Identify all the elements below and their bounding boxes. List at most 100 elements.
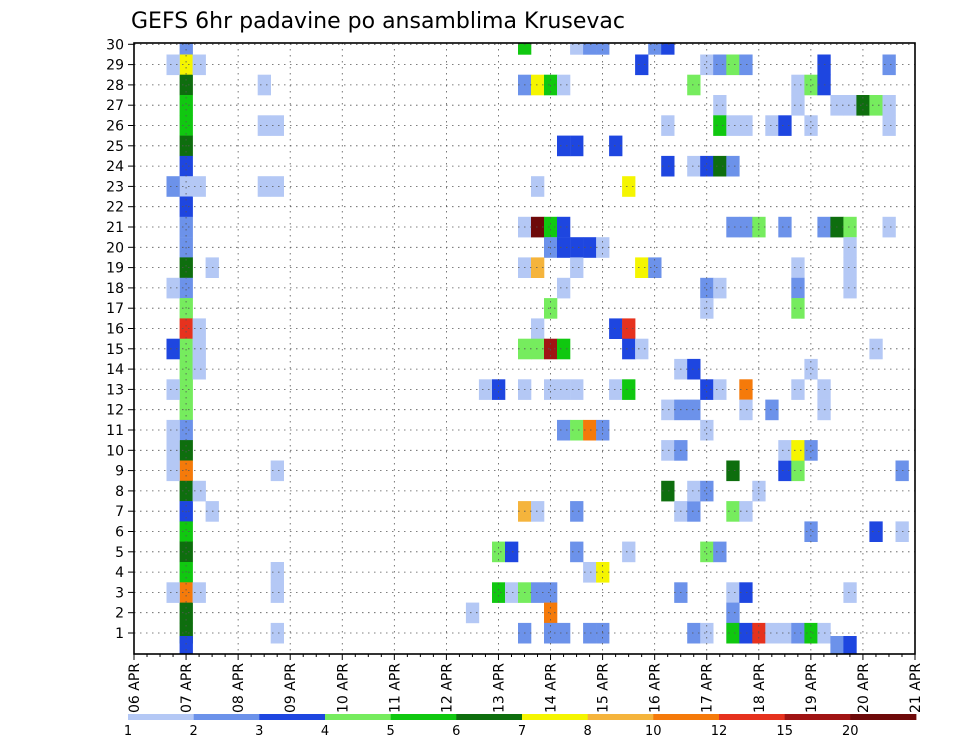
precip-cell [583, 237, 597, 258]
legend-swatch [587, 714, 654, 720]
precip-cell [791, 277, 805, 299]
precip-cell [179, 460, 193, 482]
precip-cell [700, 480, 714, 502]
precip-cell [791, 379, 805, 400]
precip-cell [179, 636, 193, 655]
precip-cell [166, 54, 180, 76]
precip-cell [726, 602, 740, 624]
precip-cell [609, 379, 623, 400]
precip-cell [478, 379, 493, 400]
y-tick-label: 6 [115, 525, 124, 541]
y-tick-label: 24 [106, 159, 124, 175]
cells-layer [166, 43, 909, 655]
y-tick-label: 8 [115, 484, 124, 500]
y-tick-label: 1 [115, 626, 124, 642]
legend-tick-label: 3 [255, 724, 263, 739]
precip-cell [531, 176, 545, 197]
y-tick-label: 2 [115, 606, 124, 622]
precip-cell [179, 602, 193, 624]
precip-cell [270, 622, 284, 644]
y-tick-label: 26 [106, 119, 124, 135]
precip-cell [726, 115, 740, 136]
precip-cell [166, 379, 180, 400]
precip-cell [465, 602, 480, 624]
precip-cell [635, 338, 649, 360]
y-tick-label: 27 [106, 98, 124, 114]
precip-cell [778, 622, 792, 644]
precip-cell [869, 338, 883, 360]
precip-cell [778, 460, 792, 482]
precip-cell [804, 115, 818, 136]
precip-cell [635, 257, 649, 278]
precip-cell [583, 562, 597, 583]
precip-cell [843, 257, 857, 278]
precip-cell [570, 257, 584, 278]
precip-cell [179, 541, 193, 563]
precip-cell [570, 501, 584, 522]
y-tick-label: 4 [115, 565, 124, 581]
legend-tick-label: 4 [321, 724, 329, 739]
precip-cell [179, 95, 193, 116]
precip-cell [739, 399, 753, 421]
legend-tick-label: 5 [387, 724, 395, 739]
precip-cell [166, 440, 180, 461]
precip-cell [179, 155, 193, 177]
precip-cell [257, 115, 271, 136]
precip-cell [505, 582, 519, 603]
precip-cell [713, 54, 727, 76]
precip-cell [505, 541, 519, 563]
precip-cell [257, 74, 271, 96]
precip-cell [882, 115, 896, 136]
precip-cell [700, 419, 714, 441]
precip-cell [843, 582, 857, 603]
legend-tick-label: 1 [124, 724, 132, 739]
precip-cell [713, 115, 727, 136]
precip-cell [544, 602, 558, 624]
y-tick-label: 15 [106, 342, 124, 358]
precip-cell [843, 216, 857, 238]
precip-cell [622, 176, 636, 197]
precip-cell [804, 440, 818, 461]
x-tick-label: 11 APR [387, 663, 403, 713]
x-tick-label: 06 APR [127, 663, 143, 713]
precip-cell [531, 501, 545, 522]
legend-swatch [193, 714, 260, 720]
precip-cell [635, 54, 649, 76]
precip-cell [179, 216, 193, 238]
precip-cell [791, 622, 805, 644]
legend-swatch [784, 714, 851, 720]
precip-cell [179, 196, 193, 218]
precip-cell [166, 460, 180, 482]
precip-cell [557, 216, 571, 238]
precip-cell [739, 622, 753, 644]
y-tick-label: 20 [106, 240, 124, 256]
precip-cell [609, 318, 623, 339]
precip-cell [270, 176, 284, 197]
legend-swatch [850, 714, 917, 720]
precip-cell [192, 54, 206, 76]
x-tick-label: 21 APR [908, 663, 924, 713]
precip-cell [687, 501, 701, 522]
y-tick-label: 28 [106, 78, 124, 94]
precip-cell [830, 636, 844, 655]
legend-tick-label: 6 [452, 724, 460, 739]
x-tick-label: 07 APR [179, 663, 195, 713]
precip-cell [192, 176, 206, 197]
precip-cell [179, 379, 193, 400]
precip-cell [557, 379, 571, 400]
precip-cell [531, 257, 545, 278]
precip-cell [166, 277, 180, 299]
precip-cell [166, 419, 180, 441]
precip-cell [609, 135, 623, 157]
precip-cell [687, 399, 701, 421]
precip-cell [570, 43, 584, 55]
precip-cell [804, 521, 818, 542]
legend-tick-label: 8 [584, 724, 592, 739]
precip-cell [791, 298, 805, 319]
precip-cell [843, 636, 857, 655]
y-tick-label: 10 [106, 443, 124, 459]
precip-cell [765, 622, 779, 644]
precip-cell [192, 338, 206, 360]
precip-cell [583, 622, 597, 644]
